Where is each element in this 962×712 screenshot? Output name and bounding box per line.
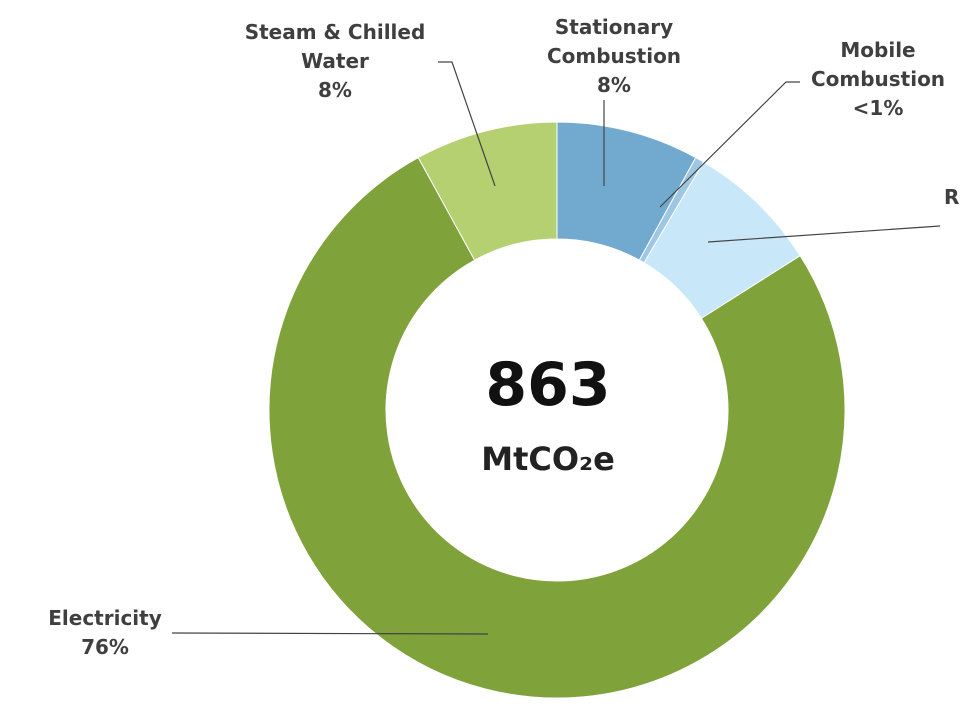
value-label: 8% — [318, 78, 352, 102]
value-label: 76% — [81, 635, 129, 659]
total-value: 863 — [485, 350, 611, 420]
leader-line — [438, 61, 496, 187]
leader-line — [659, 81, 800, 208]
value-label: <1% — [852, 96, 904, 120]
category-label: Steam & Chilled Water — [244, 20, 426, 73]
leader-line — [707, 225, 941, 243]
donut-segment — [417, 121, 558, 261]
donut-segment — [268, 156, 846, 699]
value-label: 8% — [597, 73, 631, 97]
category-label: Mobile Combustion — [810, 38, 946, 91]
category-label: Electricity — [48, 606, 162, 630]
leader-line — [171, 632, 489, 635]
category-label: R — [944, 185, 960, 209]
category-label: Stationary Combustion — [546, 15, 682, 68]
total-unit: MtCO₂e — [481, 440, 615, 478]
